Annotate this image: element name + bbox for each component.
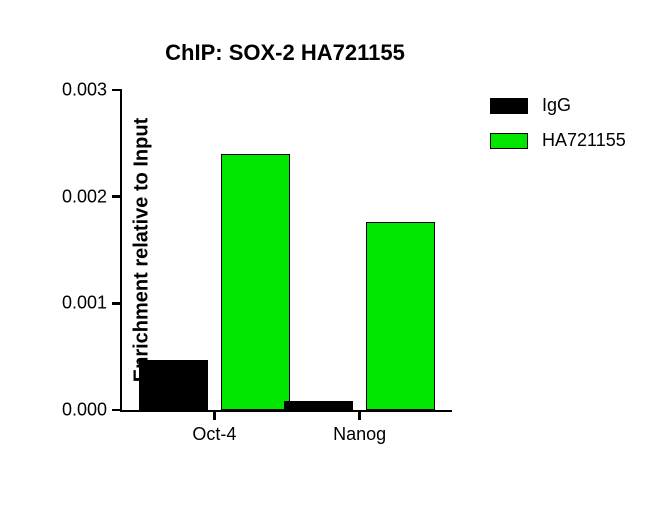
x-tick-label: Nanog [333,424,386,445]
plot-area: 0.0000.0010.0020.003Oct-4Nanog [120,90,452,412]
bar-igg-nanog [284,401,353,410]
x-tick [358,410,361,420]
chart-container: ChIP: SOX-2 HA721155 Enrichment relative… [0,0,650,520]
y-tick-label: 0.003 [62,80,107,101]
legend-swatch-igg [490,98,528,114]
y-tick [112,302,122,305]
y-tick [112,195,122,198]
legend: IgG HA721155 [490,95,626,165]
y-tick-label: 0.002 [62,186,107,207]
y-tick [112,409,122,412]
y-tick-label: 0.001 [62,293,107,314]
legend-label-igg: IgG [542,95,571,116]
legend-item-ha721155: HA721155 [490,130,626,151]
legend-item-igg: IgG [490,95,626,116]
bar-ha721155-nanog [366,222,435,410]
x-tick [213,410,216,420]
x-tick-label: Oct-4 [192,424,236,445]
bar-ha721155-oct-4 [221,154,290,410]
chart-title: ChIP: SOX-2 HA721155 [120,40,450,66]
legend-swatch-ha721155 [490,133,528,149]
legend-label-ha721155: HA721155 [542,130,626,151]
y-tick-label: 0.000 [62,400,107,421]
bar-igg-oct-4 [139,360,208,410]
y-tick [112,89,122,92]
